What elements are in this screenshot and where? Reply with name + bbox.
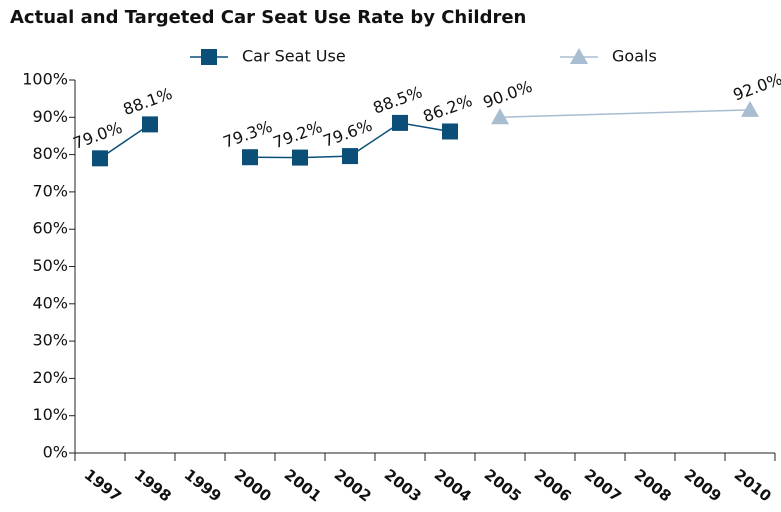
y-tick-label: 40% bbox=[32, 293, 68, 312]
x-tick-label: 2010 bbox=[731, 466, 775, 506]
x-tick-label: 2005 bbox=[481, 466, 525, 506]
x-tick-label: 2002 bbox=[331, 466, 375, 506]
data-point bbox=[342, 148, 358, 165]
chart-title: Actual and Targeted Car Seat Use Rate by… bbox=[10, 7, 526, 28]
data-label: 88.1% bbox=[121, 84, 175, 119]
y-tick-label: 90% bbox=[32, 107, 68, 126]
data-point bbox=[741, 100, 759, 117]
legend-label: Goals bbox=[612, 47, 657, 66]
y-tick-label: 10% bbox=[32, 405, 68, 424]
data-point bbox=[442, 123, 458, 140]
y-tick-label: 70% bbox=[32, 181, 68, 200]
legend-marker bbox=[570, 48, 588, 64]
legend-marker bbox=[201, 49, 217, 65]
x-tick-label: 2007 bbox=[581, 466, 625, 506]
y-tick-label: 0% bbox=[43, 443, 68, 462]
data-label: 90.0% bbox=[481, 77, 535, 112]
x-tick-label: 2008 bbox=[631, 466, 675, 506]
x-tick-label: 2003 bbox=[381, 466, 425, 506]
x-tick-label: 1999 bbox=[181, 466, 225, 506]
x-tick-label: 1998 bbox=[131, 466, 175, 506]
y-tick-label: 100% bbox=[22, 70, 68, 89]
y-tick-label: 60% bbox=[32, 219, 68, 238]
y-tick-label: 20% bbox=[32, 368, 68, 387]
x-tick-label: 2006 bbox=[531, 466, 575, 506]
legend-label: Car Seat Use bbox=[242, 47, 346, 66]
y-tick-label: 30% bbox=[32, 331, 68, 350]
data-point bbox=[142, 116, 158, 133]
data-label: 79.2% bbox=[271, 117, 325, 152]
data-label: 92.0% bbox=[731, 69, 781, 104]
x-tick-label: 2009 bbox=[681, 466, 725, 506]
y-tick-label: 80% bbox=[32, 144, 68, 163]
x-tick-label: 2000 bbox=[231, 466, 275, 506]
x-tick-label: 2001 bbox=[281, 466, 325, 506]
x-tick-label: 1997 bbox=[81, 466, 125, 506]
data-point bbox=[392, 114, 408, 131]
series-line bbox=[499, 109, 751, 119]
series-line bbox=[99, 123, 151, 159]
x-tick-label: 2004 bbox=[431, 466, 475, 506]
data-point bbox=[292, 149, 308, 166]
data-label: 86.2% bbox=[421, 91, 475, 126]
data-point bbox=[92, 150, 108, 167]
data-point bbox=[242, 149, 258, 166]
data-point bbox=[491, 108, 509, 125]
y-tick-label: 50% bbox=[32, 256, 68, 275]
data-label: 79.3% bbox=[221, 117, 275, 152]
data-label: 88.5% bbox=[371, 82, 425, 117]
